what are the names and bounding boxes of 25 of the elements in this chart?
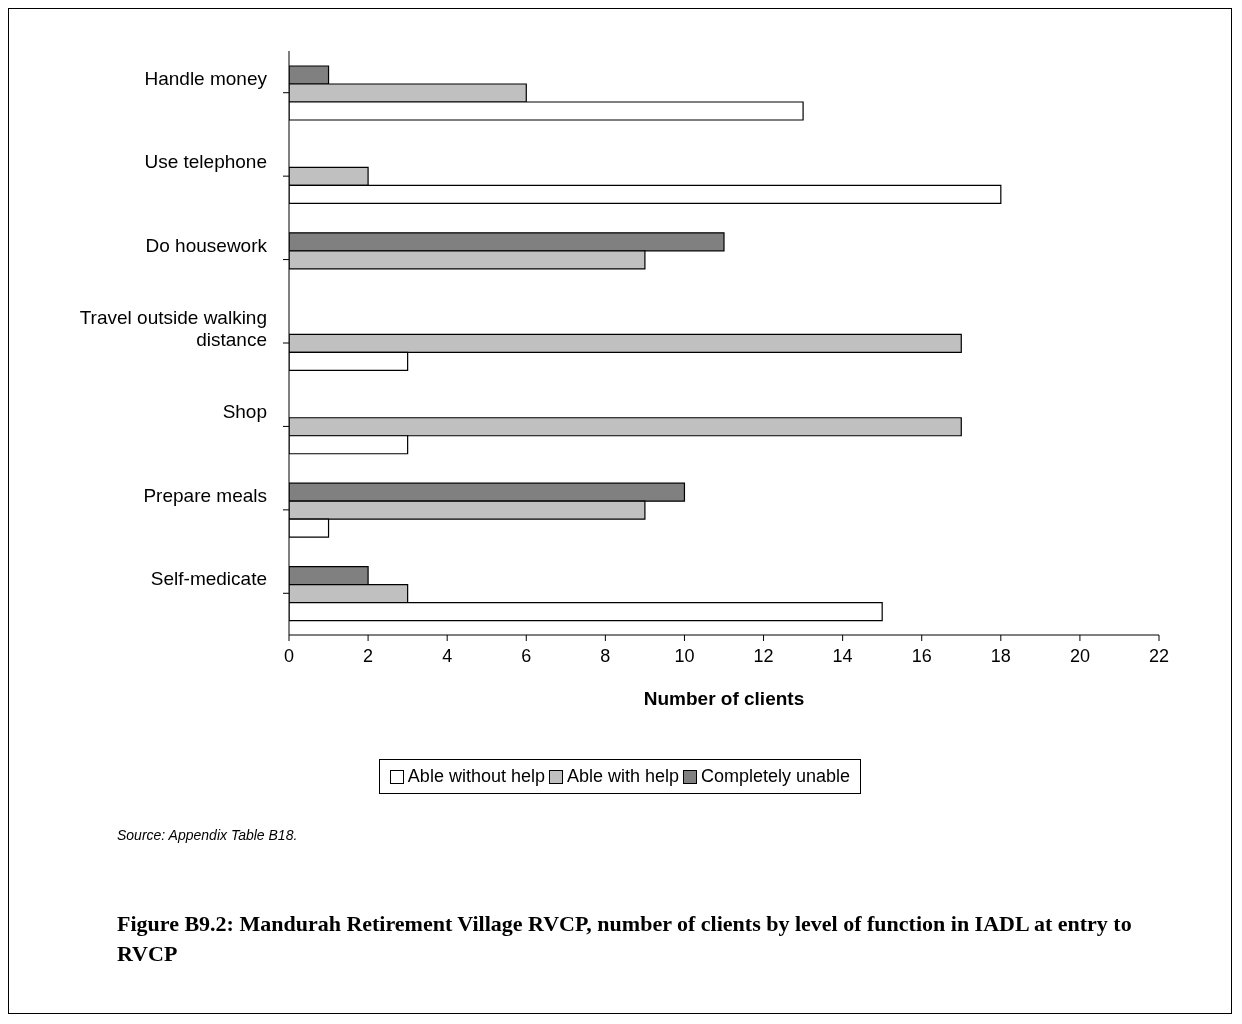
- y-tick-label: Travel outside walking distance: [79, 307, 267, 350]
- text: Figure B9.2: Mandurah Retirement Village RVCP, number of clients by level of function in IADL at entry to RVCP: [117, 910, 1133, 968]
- y-tick-label: Self-medicate: [150, 568, 267, 590]
- x-tick-label: 22: [1148, 645, 1170, 666]
- x-tick-label: 14: [832, 645, 853, 666]
- source-note: Source: Appendix Table B18.: [117, 827, 298, 843]
- x-tick-label: 2: [363, 645, 374, 666]
- y-tick-label: Prepare meals: [143, 484, 267, 506]
- legend-label: Able without help: [406, 766, 545, 787]
- x-tick-label: 0: [283, 645, 295, 666]
- legend-label: Able with help: [565, 766, 680, 787]
- y-tick-label: Handle money: [144, 67, 268, 89]
- x-tick-label: 18: [990, 645, 1011, 666]
- x-tick-label: 12: [753, 645, 774, 666]
- x-tick-label: 8: [600, 645, 611, 666]
- x-axis-title: Number of clients: [643, 688, 805, 709]
- x-tick-label: 6: [521, 645, 532, 666]
- y-tick-label: Shop: [222, 401, 267, 423]
- y-tick-label: Use telephone: [144, 151, 267, 173]
- x-tick-label: 10: [674, 645, 695, 666]
- y-tick-label: Do housework: [145, 234, 268, 256]
- x-tick-label: 16: [911, 645, 932, 666]
- x-tick-label: 4: [442, 645, 453, 666]
- x-tick-label: 20: [1069, 645, 1090, 666]
- legend-label: Completely unable: [700, 766, 851, 787]
